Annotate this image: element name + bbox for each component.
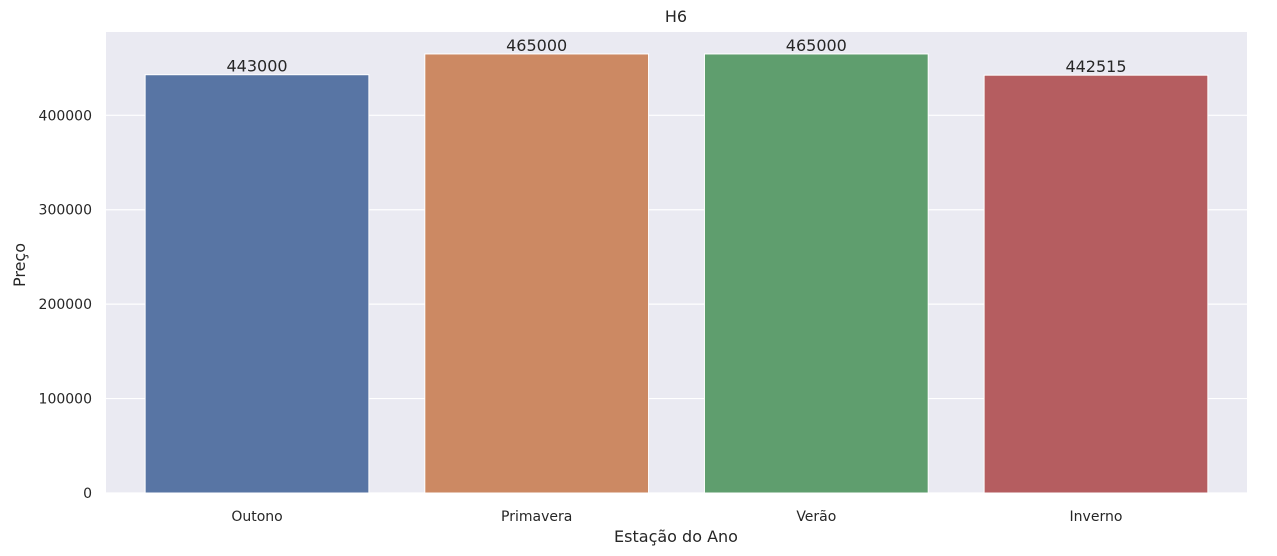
data-labels: 443000 465000 465000 442515 — [226, 36, 1126, 76]
x-ticks: Outono Primavera Verão Inverno — [231, 509, 1122, 525]
y-tick-label: 0 — [83, 486, 92, 502]
bar-value-label: 443000 — [226, 57, 287, 76]
x-axis-label: Estação do Ano — [614, 527, 738, 546]
x-tick-label: Primavera — [501, 509, 572, 525]
y-tick-label: 400000 — [39, 108, 92, 124]
y-ticks: 0 100000 200000 300000 400000 — [39, 108, 92, 502]
y-axis-label: Preço — [10, 243, 29, 287]
bar-inverno — [983, 74, 1209, 494]
x-tick-label: Verão — [796, 509, 836, 525]
y-tick-label: 300000 — [39, 203, 92, 219]
bar-value-label: 465000 — [506, 36, 567, 55]
y-tick-label: 200000 — [39, 297, 92, 313]
bar-outono — [144, 74, 370, 494]
bar-primavera — [424, 53, 650, 494]
y-tick-label: 100000 — [39, 392, 92, 408]
bar-value-label: 442515 — [1065, 57, 1126, 76]
x-tick-label: Inverno — [1070, 509, 1123, 525]
bar-verão — [703, 53, 929, 494]
x-tick-label: Outono — [231, 509, 282, 525]
chart-title: H6 — [665, 7, 687, 26]
bar-value-label: 465000 — [786, 36, 847, 55]
bars — [144, 53, 1209, 494]
